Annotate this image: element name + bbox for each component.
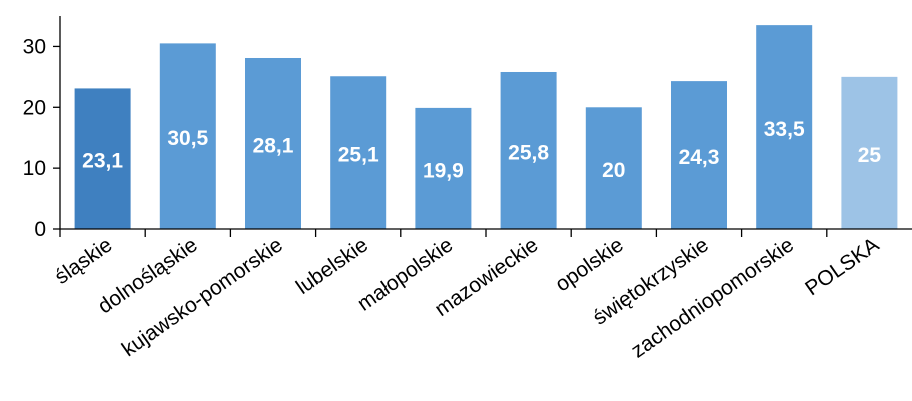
- bar: [415, 107, 472, 229]
- bar: [74, 88, 131, 229]
- data-label: 25: [858, 144, 882, 167]
- x-tick-label: POLSKA: [801, 233, 883, 300]
- y-tick-label: 30: [23, 35, 46, 58]
- data-label: 24,3: [679, 146, 720, 169]
- y-axis: 0 10 20 30: [23, 16, 61, 241]
- bar: [585, 107, 642, 229]
- y-tick-label: 10: [23, 157, 46, 180]
- data-label: 25,1: [338, 144, 379, 167]
- bar: [756, 25, 813, 229]
- data-label: 23,1: [82, 150, 123, 173]
- x-tick-label: lubelskie: [292, 233, 372, 299]
- data-label: 33,5: [764, 118, 805, 141]
- data-label: 20: [602, 159, 625, 182]
- data-label: 19,9: [423, 159, 464, 182]
- bar: [841, 76, 898, 229]
- data-label: 28,1: [253, 134, 294, 157]
- y-tick-label: 20: [23, 96, 46, 119]
- data-label: 30,5: [167, 127, 208, 150]
- bar: [330, 76, 387, 230]
- bar: [159, 43, 216, 230]
- bar: [245, 57, 301, 230]
- y-tick-label: 0: [34, 218, 46, 241]
- x-tick-label: zachodniopomorskie: [627, 233, 798, 362]
- x-tick-label: opolskie: [551, 233, 627, 296]
- x-tick-label: kujawsko-pomorskie: [118, 233, 287, 361]
- bars-group: [74, 25, 898, 230]
- data-labels-group: 23,1 30,5 28,1 25,1 19,9 25,8 20 24,3 33,5 25: [82, 118, 881, 182]
- bar: [500, 71, 557, 229]
- data-label: 25,8: [508, 141, 549, 164]
- bar: [671, 81, 727, 229]
- x-tick-label: śląskie: [51, 233, 117, 289]
